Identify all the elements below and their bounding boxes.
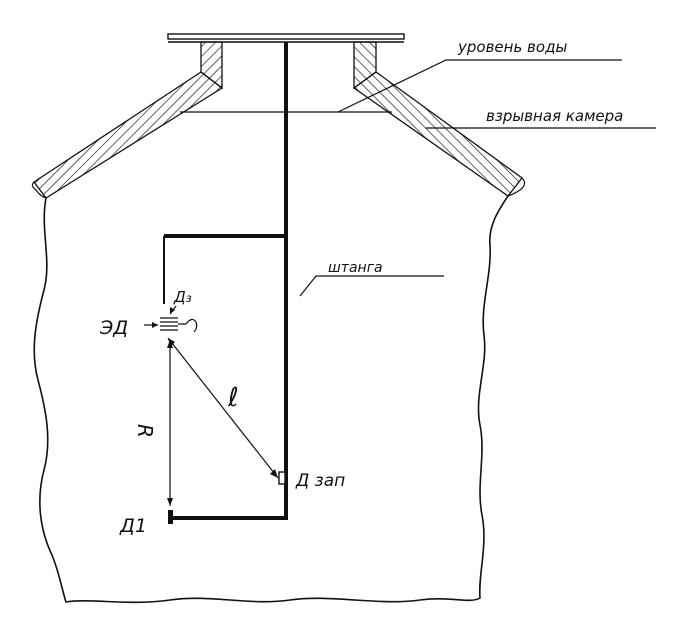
chamber-label: взрывная камера — [486, 107, 623, 125]
sensor-dzap — [278, 471, 286, 485]
detonator-symbol — [144, 305, 198, 333]
distance-l-arrow — [167, 337, 279, 479]
top-lid — [167, 33, 405, 43]
distance-r-arrow — [167, 340, 173, 506]
d1-label: Д1 — [119, 515, 147, 537]
label-leaders — [299, 59, 656, 297]
rod-label: штанга — [328, 260, 383, 276]
r-label: R — [133, 424, 157, 438]
chamber-body-outline — [33, 195, 509, 604]
left-cone-wall — [31, 71, 224, 199]
right-cone-wall — [352, 71, 526, 197]
rod — [163, 42, 288, 524]
l-label: ℓ — [227, 383, 239, 413]
ed-label: ЭД — [99, 317, 128, 339]
dzap-label: Д зап — [295, 471, 345, 491]
water-level-label: уровень воды — [457, 38, 567, 56]
d3-label: Д₃ — [173, 288, 192, 306]
